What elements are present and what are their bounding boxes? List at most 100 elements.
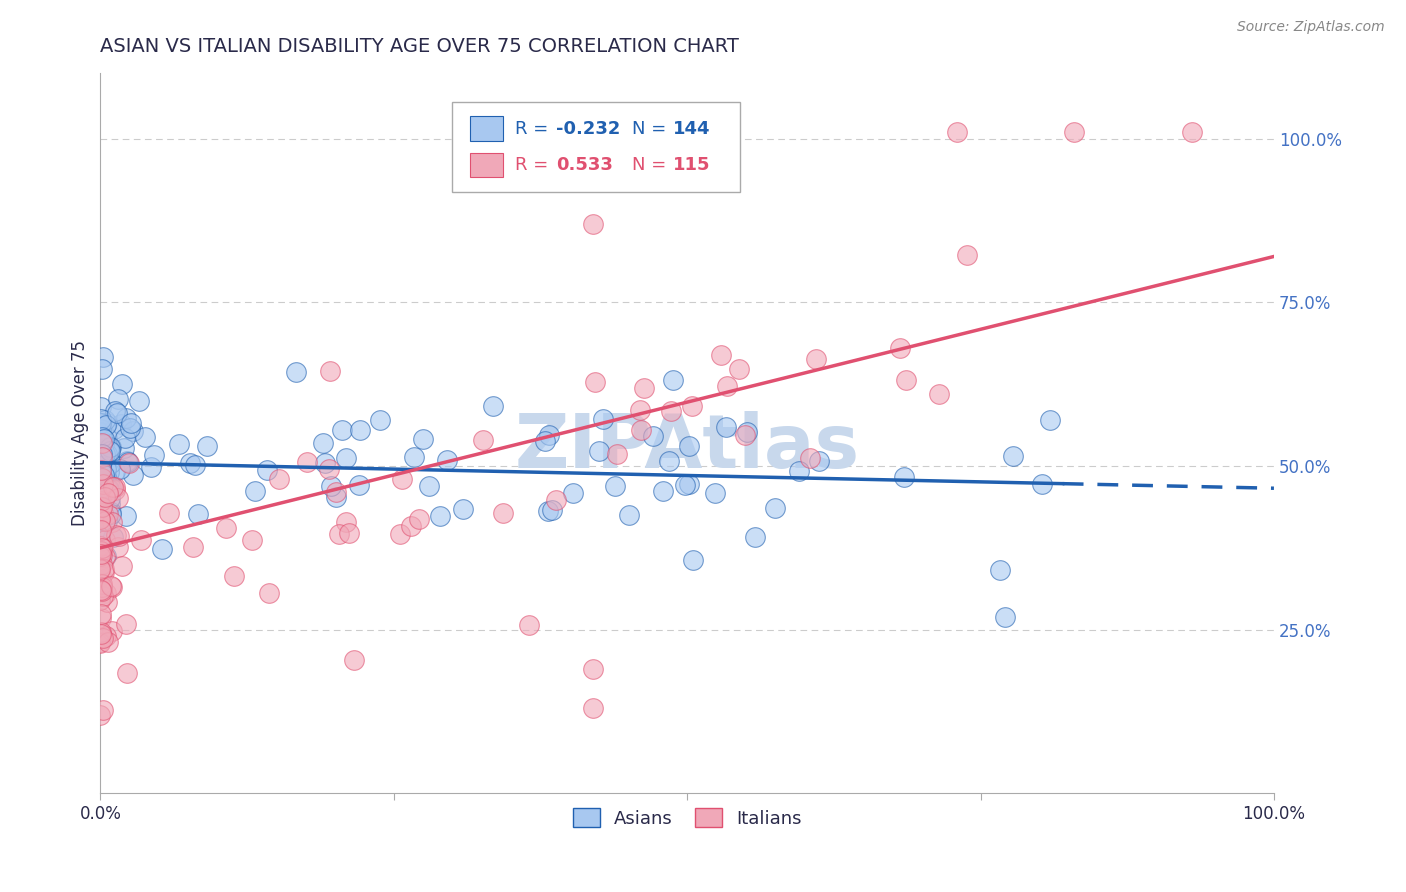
Point	[256, 463, 278, 477]
Point	[90, 458, 112, 473]
Text: -0.232: -0.232	[555, 120, 620, 137]
Point	[93, 533, 115, 547]
Point	[89, 512, 111, 526]
Point	[98, 440, 121, 454]
Point	[98, 476, 121, 491]
Text: Source: ZipAtlas.com: Source: ZipAtlas.com	[1237, 20, 1385, 34]
Point	[314, 456, 336, 470]
Point	[628, 402, 651, 417]
Point	[471, 433, 494, 447]
Point	[100, 456, 122, 470]
Point	[582, 217, 605, 231]
Point	[678, 477, 700, 491]
Point	[98, 498, 121, 512]
Point	[93, 350, 115, 364]
Point	[89, 433, 111, 447]
Point	[134, 430, 156, 444]
Point	[107, 491, 129, 505]
Point	[89, 707, 111, 722]
Point	[157, 506, 180, 520]
Point	[658, 454, 681, 468]
Point	[90, 625, 112, 640]
Point	[117, 455, 139, 469]
Point	[588, 443, 610, 458]
Point	[91, 631, 114, 645]
Point	[337, 525, 360, 540]
Point	[111, 558, 134, 573]
Point	[104, 403, 127, 417]
Point	[91, 469, 114, 483]
Point	[89, 436, 111, 450]
Point	[90, 435, 112, 450]
Point	[93, 467, 115, 482]
Point	[93, 437, 115, 451]
Point	[673, 478, 696, 492]
Point	[97, 482, 120, 496]
Point	[118, 456, 141, 470]
Point	[267, 471, 290, 485]
Point	[325, 484, 347, 499]
Point	[91, 362, 114, 376]
Point	[90, 524, 112, 538]
Point	[89, 635, 111, 649]
Point	[120, 416, 142, 430]
Point	[678, 439, 700, 453]
Point	[681, 399, 703, 413]
Point	[710, 348, 733, 362]
Point	[112, 441, 135, 455]
Point	[90, 463, 112, 477]
Point	[91, 472, 114, 486]
Point	[402, 450, 425, 464]
Point	[408, 512, 430, 526]
Point	[94, 586, 117, 600]
Point	[96, 447, 118, 461]
Point	[311, 436, 333, 450]
Point	[91, 558, 114, 572]
Point	[349, 423, 371, 437]
Point	[90, 412, 112, 426]
Y-axis label: Disability Age Over 75: Disability Age Over 75	[72, 340, 89, 526]
Point	[90, 504, 112, 518]
Point	[96, 461, 118, 475]
Point	[617, 508, 640, 523]
Point	[97, 634, 120, 648]
Point	[103, 480, 125, 494]
Text: 144: 144	[673, 120, 710, 137]
Point	[98, 444, 121, 458]
Point	[91, 450, 114, 464]
Point	[391, 472, 413, 486]
Point	[90, 545, 112, 559]
Point	[744, 530, 766, 544]
Point	[517, 618, 540, 632]
Point	[94, 472, 117, 486]
Point	[90, 465, 112, 479]
Point	[90, 461, 112, 475]
Text: 115: 115	[673, 156, 710, 174]
Point	[561, 486, 583, 500]
Point	[412, 433, 434, 447]
Point	[389, 527, 412, 541]
Point	[222, 568, 245, 582]
Point	[108, 462, 131, 476]
Point	[93, 541, 115, 556]
Point	[91, 480, 114, 494]
Point	[91, 471, 114, 485]
Point	[429, 509, 451, 524]
Point	[96, 469, 118, 483]
Point	[100, 481, 122, 495]
Point	[104, 480, 127, 494]
Point	[735, 425, 758, 439]
Point	[994, 609, 1017, 624]
Point	[928, 386, 950, 401]
Point	[98, 482, 121, 496]
Point	[418, 479, 440, 493]
Point	[295, 455, 318, 469]
Point	[582, 701, 605, 715]
Point	[90, 569, 112, 583]
Point	[121, 467, 143, 482]
Point	[187, 508, 209, 522]
Point	[90, 400, 112, 414]
Point	[89, 482, 111, 496]
Point	[401, 518, 423, 533]
Point	[111, 377, 134, 392]
